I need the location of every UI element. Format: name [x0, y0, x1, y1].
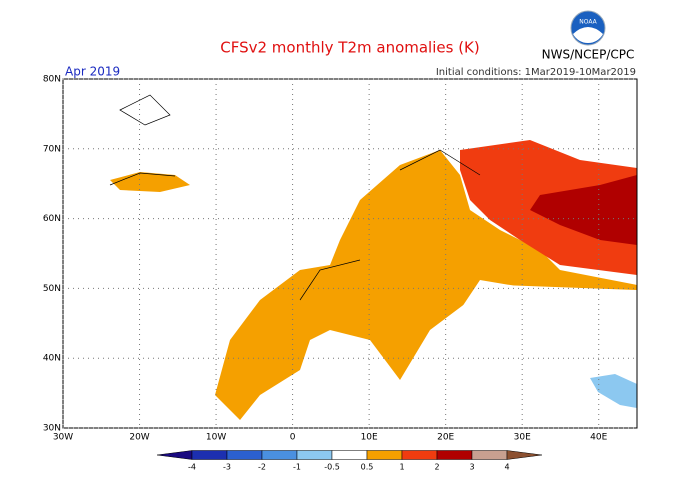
logo-text: NOAA [579, 19, 597, 26]
colorbar-end [506, 450, 543, 460]
agency: NWS/NCEP/CPC [542, 48, 635, 62]
colorbar-label: -4 [188, 463, 196, 472]
lon-label: 20E [437, 433, 454, 443]
colorbar-box [471, 450, 508, 460]
neutral-region [440, 280, 637, 400]
lat-label: 80N [43, 75, 61, 85]
anomaly-region [215, 150, 637, 420]
colorbar-box [191, 450, 228, 460]
map-field [109, 94, 637, 420]
coastline [109, 94, 481, 301]
lon-label: 10W [206, 433, 226, 443]
colorbar-box [226, 450, 263, 460]
lat-label: 40N [43, 354, 61, 364]
lat-label: 30N [43, 424, 61, 434]
colorbar-box [296, 450, 333, 460]
lon-label: 10E [361, 433, 378, 443]
anomaly-region [590, 374, 637, 408]
colorbar-box [401, 450, 438, 460]
colorbar-label: 0.5 [361, 463, 374, 472]
colorbar-label: 1 [399, 463, 404, 472]
lon-label: 0 [290, 433, 296, 443]
colorbar-box [436, 450, 473, 460]
title: CFSv2 monthly T2m anomalies (K) [220, 39, 480, 57]
lon-label: 30E [514, 433, 531, 443]
colorbar-label: -2 [258, 463, 266, 472]
lat-label: 60N [43, 214, 61, 224]
initial-conditions: Initial conditions: 1Mar2019-10Mar2019 [436, 67, 636, 78]
colorbar-label: 4 [504, 463, 509, 472]
colorbar-label: -1 [293, 463, 301, 472]
colorbar-box [331, 450, 368, 460]
colorbar-box [261, 450, 298, 460]
lon-label: 30W [53, 433, 73, 443]
map-frame [62, 78, 638, 429]
lat-label: 50N [43, 284, 61, 294]
period: Apr 2019 [65, 65, 120, 79]
colorbar-label: 2 [434, 463, 439, 472]
logo-wave [573, 27, 603, 43]
lon-label: 40E [590, 433, 607, 443]
lon-label: 20W [129, 433, 149, 443]
colorbar-label: 3 [469, 463, 474, 472]
anomaly-region [530, 175, 637, 245]
colorbar-box [366, 450, 403, 460]
colorbar-label: -0.5 [324, 463, 340, 472]
colorbar-label: -3 [223, 463, 231, 472]
lat-label: 70N [43, 144, 61, 154]
